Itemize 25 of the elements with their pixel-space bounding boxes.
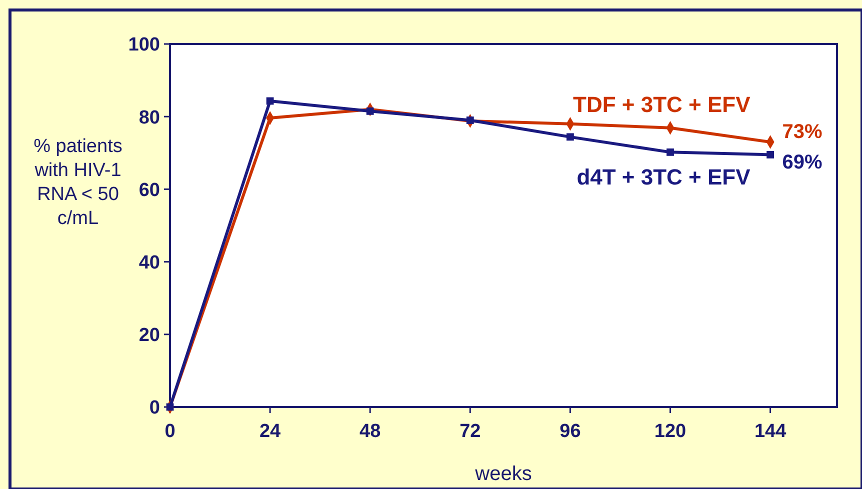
y-axis-title: % patients with HIV-1 RNA < 50 c/mL [34, 136, 122, 229]
x-tick-label: 96 [560, 421, 581, 442]
x-tick-label: 48 [360, 421, 381, 442]
x-tick-label: 24 [259, 421, 282, 442]
y-tick-label: 80 [138, 107, 160, 128]
series-label: d4T + 3TC + EFV [576, 164, 751, 190]
annotation: 73% [782, 121, 823, 144]
annotation: 69% [782, 152, 823, 174]
y-tick-label: 20 [138, 325, 160, 346]
series-label: TDF + 3TC + EFV [573, 92, 751, 118]
x-tick-label: 72 [460, 421, 481, 442]
x-tick-label: 144 [754, 421, 787, 442]
point [566, 133, 574, 141]
y-tick-label: 0 [149, 398, 160, 419]
point [766, 151, 774, 158]
point [366, 107, 374, 115]
point [466, 116, 474, 124]
x-axis-title: weeks [474, 463, 532, 485]
point [666, 148, 674, 156]
y-tick-label: 40 [138, 252, 160, 274]
y-tick-label: 60 [138, 180, 160, 201]
point [266, 97, 274, 105]
x-tick-label: 120 [654, 421, 686, 442]
y-tick-label: 100 [128, 34, 160, 56]
x-tick-label: 0 [164, 421, 176, 442]
